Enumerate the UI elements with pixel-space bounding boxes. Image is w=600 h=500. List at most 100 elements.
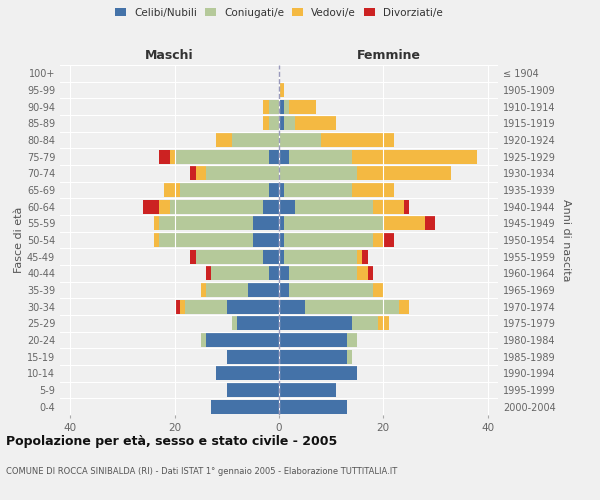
Bar <box>279 250 284 264</box>
Bar <box>269 150 279 164</box>
Bar <box>279 366 357 380</box>
Bar <box>185 300 227 314</box>
Bar <box>269 116 279 130</box>
Bar <box>352 150 477 164</box>
Bar <box>269 183 279 197</box>
Bar <box>253 233 279 247</box>
Bar <box>347 333 357 347</box>
Bar <box>206 283 248 297</box>
Bar <box>190 166 196 180</box>
Bar <box>383 216 425 230</box>
Bar <box>253 216 279 230</box>
Bar <box>232 133 279 147</box>
Text: Popolazione per età, sesso e stato civile - 2005: Popolazione per età, sesso e stato civil… <box>6 435 337 448</box>
Bar <box>321 133 394 147</box>
Text: COMUNE DI ROCCA SINIBALDA (RI) - Dati ISTAT 1° gennaio 2005 - Elaborazione TUTTI: COMUNE DI ROCCA SINIBALDA (RI) - Dati IS… <box>6 468 397 476</box>
Bar <box>175 150 269 164</box>
Bar <box>295 200 373 214</box>
Bar <box>279 266 289 280</box>
Bar <box>284 216 383 230</box>
Bar <box>159 200 170 214</box>
Bar <box>279 200 295 214</box>
Bar <box>399 300 409 314</box>
Bar <box>159 150 170 164</box>
Bar <box>279 300 305 314</box>
Bar <box>269 100 279 114</box>
Bar <box>263 116 269 130</box>
Bar <box>279 233 284 247</box>
Bar <box>201 283 206 297</box>
Bar <box>237 316 279 330</box>
Y-axis label: Fasce di età: Fasce di età <box>14 207 24 273</box>
Bar <box>279 283 289 297</box>
Bar <box>362 250 368 264</box>
Bar <box>206 266 211 280</box>
Bar <box>373 283 383 297</box>
Bar <box>279 216 284 230</box>
Bar <box>263 250 279 264</box>
Bar <box>154 216 159 230</box>
Bar <box>269 266 279 280</box>
Bar <box>279 400 347 414</box>
Bar <box>263 100 269 114</box>
Bar <box>248 283 279 297</box>
Bar <box>305 300 399 314</box>
Bar <box>279 383 337 397</box>
Bar <box>164 183 180 197</box>
Bar <box>279 333 347 347</box>
Legend: Celibi/Nubili, Coniugati/e, Vedovi/e, Divorziati/e: Celibi/Nubili, Coniugati/e, Vedovi/e, Di… <box>115 8 443 18</box>
Bar <box>352 316 378 330</box>
Text: Femmine: Femmine <box>356 48 421 62</box>
Bar <box>170 150 175 164</box>
Bar <box>227 300 279 314</box>
Bar <box>196 166 206 180</box>
Bar <box>196 250 263 264</box>
Bar <box>289 266 357 280</box>
Bar <box>175 300 180 314</box>
Bar <box>159 233 253 247</box>
Bar <box>289 283 373 297</box>
Bar <box>279 100 284 114</box>
Bar <box>169 200 263 214</box>
Bar <box>206 166 279 180</box>
Bar <box>368 266 373 280</box>
Bar <box>279 116 284 130</box>
Bar <box>357 250 362 264</box>
Bar <box>279 350 347 364</box>
Bar <box>190 250 196 264</box>
Bar <box>154 233 159 247</box>
Bar <box>217 366 279 380</box>
Bar <box>279 150 289 164</box>
Text: Maschi: Maschi <box>145 48 194 62</box>
Bar <box>279 166 357 180</box>
Bar <box>404 200 409 214</box>
Y-axis label: Anni di nascita: Anni di nascita <box>561 198 571 281</box>
Bar <box>373 200 404 214</box>
Bar <box>284 116 295 130</box>
Bar <box>159 216 253 230</box>
Bar <box>289 100 316 114</box>
Bar <box>279 183 284 197</box>
Bar <box>347 350 352 364</box>
Bar <box>180 300 185 314</box>
Bar <box>232 316 237 330</box>
Bar <box>284 233 373 247</box>
Bar <box>217 133 232 147</box>
Bar <box>284 250 357 264</box>
Bar <box>279 316 352 330</box>
Bar <box>211 400 279 414</box>
Bar <box>206 333 279 347</box>
Bar <box>284 183 352 197</box>
Bar <box>373 233 383 247</box>
Bar <box>211 266 269 280</box>
Bar <box>279 83 284 97</box>
Bar <box>352 183 394 197</box>
Bar <box>295 116 337 130</box>
Bar <box>425 216 436 230</box>
Bar <box>289 150 352 164</box>
Bar <box>378 316 389 330</box>
Bar <box>143 200 159 214</box>
Bar <box>227 350 279 364</box>
Bar <box>383 233 394 247</box>
Bar <box>357 266 368 280</box>
